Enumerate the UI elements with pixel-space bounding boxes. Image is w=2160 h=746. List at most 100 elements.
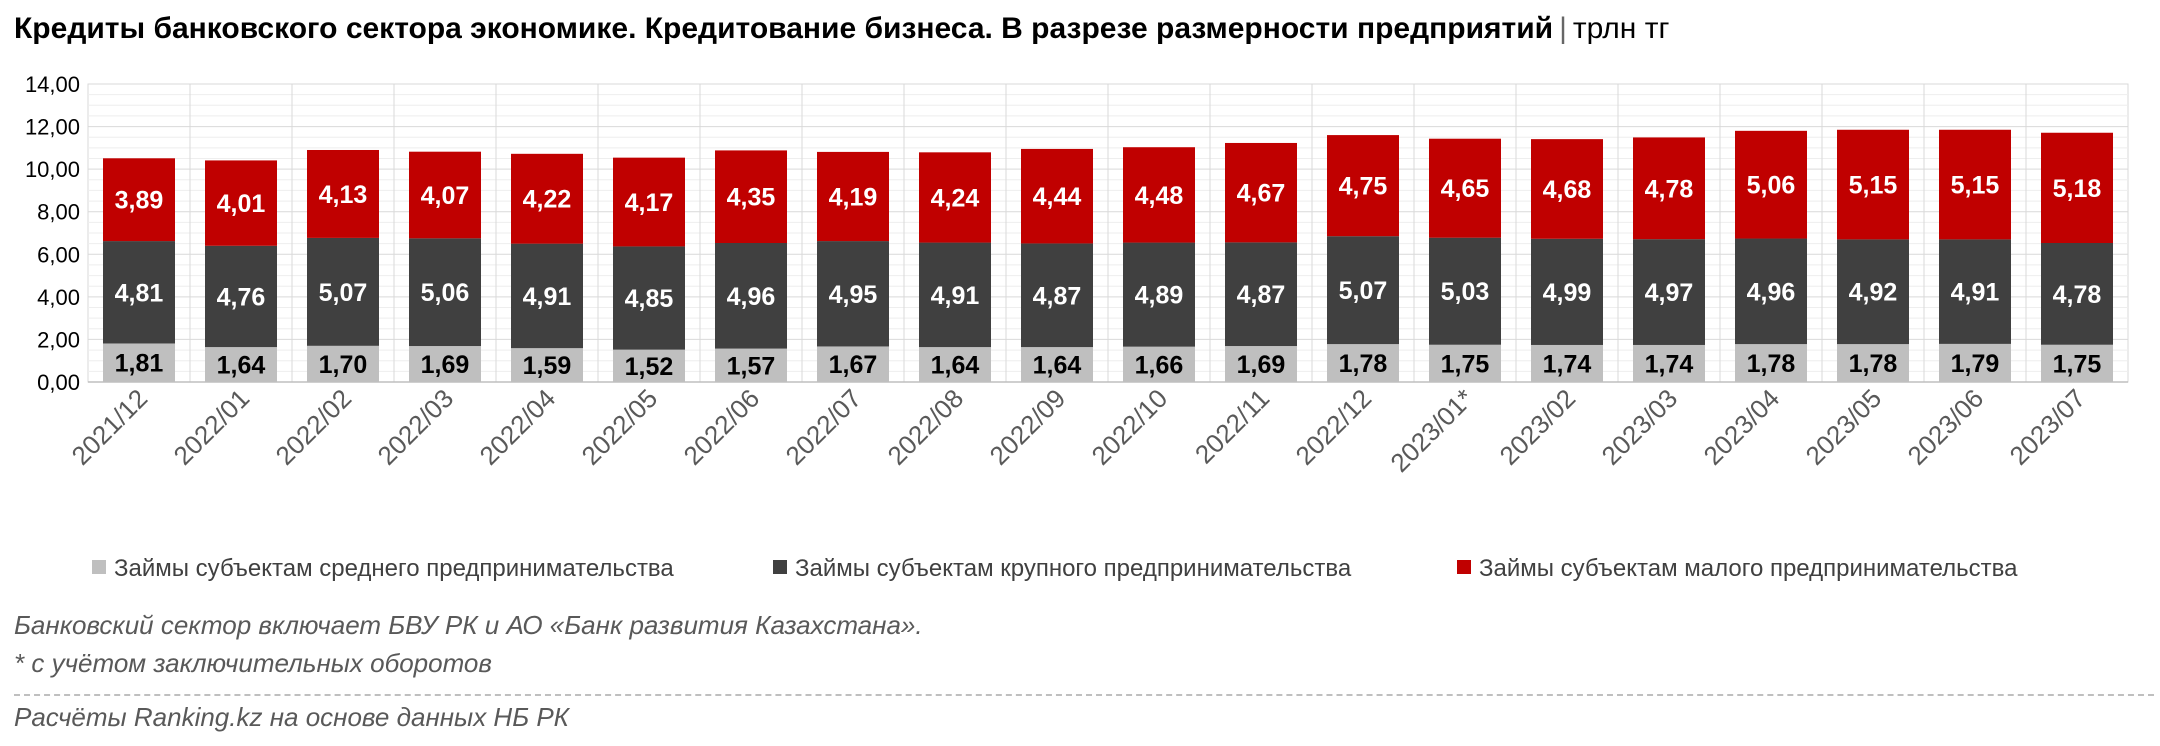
bar-value-label: 4,99 [1543, 279, 1592, 307]
chart-title: Кредиты банковского сектора экономике. К… [14, 12, 1669, 46]
small-business-bar [1123, 147, 1195, 243]
small-business-bar [1735, 130, 1807, 239]
bar-value-label: 4,76 [217, 283, 266, 311]
bar-value-label: 5,07 [1339, 277, 1388, 305]
large-business-bar [1021, 243, 1093, 348]
y-tick-label: 0,00 [37, 370, 80, 395]
large-business-bar [715, 243, 787, 349]
source-line: Расчёты Ranking.kz на основе данных НБ Р… [14, 702, 570, 732]
legend-swatch [1457, 560, 1471, 574]
bar-value-label: 1,75 [2053, 350, 2102, 378]
x-tick-label: 2022/04 [474, 383, 562, 471]
bar-value-label: 4,24 [931, 184, 980, 212]
bar-value-label: 1,78 [1339, 350, 1388, 378]
bar-value-label: 4,17 [625, 189, 674, 217]
x-tick-label: 2022/07 [780, 383, 868, 471]
x-tick-label: 2022/08 [882, 383, 970, 471]
x-tick-label: 2023/02 [1494, 383, 1582, 471]
bar-value-label: 1,64 [1033, 352, 1082, 380]
small-business-bar [205, 160, 277, 246]
bar-value-label: 4,96 [1747, 278, 1796, 306]
y-tick-label: 8,00 [37, 200, 80, 225]
bar-value-label: 4,91 [1951, 279, 2000, 307]
bar-value-label: 1,52 [625, 353, 674, 381]
medium-business-bar [511, 348, 583, 382]
bar-value-label: 4,35 [727, 184, 776, 212]
bar-value-label: 1,66 [1135, 351, 1184, 379]
small-business-bar [1531, 139, 1603, 239]
small-business-bar [307, 149, 379, 238]
large-business-bar [103, 241, 175, 344]
small-business-bar [511, 153, 583, 244]
legend: Займы субъектам среднего предприниматель… [92, 555, 2018, 582]
bar-value-label: 4,96 [727, 283, 776, 311]
footer-divider [14, 694, 2154, 696]
medium-business-bar [919, 347, 991, 382]
medium-business-bar [2041, 344, 2113, 382]
bars: 1,81 4,81 3,89 1,64 4,76 4,01 1,70 5,07 4,13 1,69… [103, 129, 2113, 382]
bar-value-label: 1,59 [523, 352, 572, 380]
medium-business-bar [103, 343, 175, 382]
large-business-bar [409, 238, 481, 347]
medium-business-bar [1327, 344, 1399, 382]
small-business-bar [1429, 138, 1501, 238]
bar-value-label: 1,69 [1237, 351, 1286, 379]
medium-business-bar [409, 346, 481, 382]
medium-business-bar [1837, 344, 1909, 382]
legend-label: Займы субъектам крупного предприниматель… [795, 555, 1352, 582]
x-tick-label: 2022/05 [576, 383, 664, 471]
y-tick-label: 2,00 [37, 327, 80, 352]
bar-value-label: 4,92 [1849, 279, 1898, 307]
small-business-bar [817, 151, 889, 242]
x-tick-label: 2021/12 [66, 383, 154, 471]
y-tick-label: 12,00 [25, 115, 80, 140]
bar-value-label: 4,19 [829, 183, 878, 211]
medium-business-bar [205, 347, 277, 382]
bar-value-label: 4,87 [1033, 282, 1082, 310]
title-separator: | [1559, 12, 1567, 45]
small-business-bar [1837, 129, 1909, 240]
x-tick-label: 2023/07 [2004, 383, 2092, 471]
bar-value-label: 5,03 [1441, 278, 1490, 306]
chart-title-main: Кредиты банковского сектора экономике. К… [14, 12, 1554, 45]
small-business-bar [1327, 135, 1399, 237]
x-tick-label: 2022/12 [1290, 383, 1378, 471]
bar-value-label: 4,87 [1237, 281, 1286, 309]
large-business-bar [2041, 243, 2113, 345]
x-tick-label: 2022/06 [678, 383, 766, 471]
bar-value-label: 4,75 [1339, 173, 1388, 201]
large-business-bar [307, 237, 379, 346]
medium-business-bar [1225, 346, 1297, 382]
bar-value-label: 5,18 [2053, 175, 2102, 203]
medium-business-bar [1021, 347, 1093, 382]
x-tick-label: 2022/11 [1189, 383, 1275, 469]
x-tick-label: 2022/02 [270, 383, 358, 471]
bar-value-label: 4,78 [1645, 175, 1694, 203]
bar-value-label: 5,06 [421, 279, 470, 307]
bar-value-label: 1,79 [1951, 350, 2000, 378]
medium-business-bar [1633, 344, 1705, 382]
bar-value-label: 4,44 [1033, 183, 1082, 211]
stacked-bar-chart: 1,81 4,81 3,89 1,64 4,76 4,01 1,70 5,07 4,13 1,69… [25, 72, 2129, 582]
footnote-final-turnover: * с учётом заключительных оборотов [14, 648, 492, 678]
bar-value-label: 4,89 [1135, 282, 1184, 310]
bar-value-label: 1,78 [1747, 350, 1796, 378]
medium-business-bar [1123, 346, 1195, 382]
bar-value-label: 4,91 [523, 283, 572, 311]
bar-value-label: 3,89 [115, 187, 164, 215]
x-tick-label: 2023/05 [1800, 383, 1888, 471]
x-tick-label: 2023/06 [1902, 383, 1990, 471]
medium-business-bar [1429, 344, 1501, 382]
footnote-bank-sector: Банковский сектор включает БВУ РК и АО «… [14, 610, 923, 640]
y-tick-label: 10,00 [25, 157, 80, 182]
bar-value-label: 4,67 [1237, 180, 1286, 208]
large-business-bar [1531, 238, 1603, 345]
medium-business-bar [307, 345, 379, 382]
small-business-bar [2041, 132, 2113, 244]
bar-value-label: 1,69 [421, 351, 470, 379]
bar-value-label: 4,97 [1645, 279, 1694, 307]
bar-value-label: 4,65 [1441, 175, 1490, 203]
small-business-bar [1939, 129, 2011, 240]
x-tick-label: 2022/10 [1086, 383, 1174, 471]
bar-value-label: 4,91 [931, 282, 980, 310]
